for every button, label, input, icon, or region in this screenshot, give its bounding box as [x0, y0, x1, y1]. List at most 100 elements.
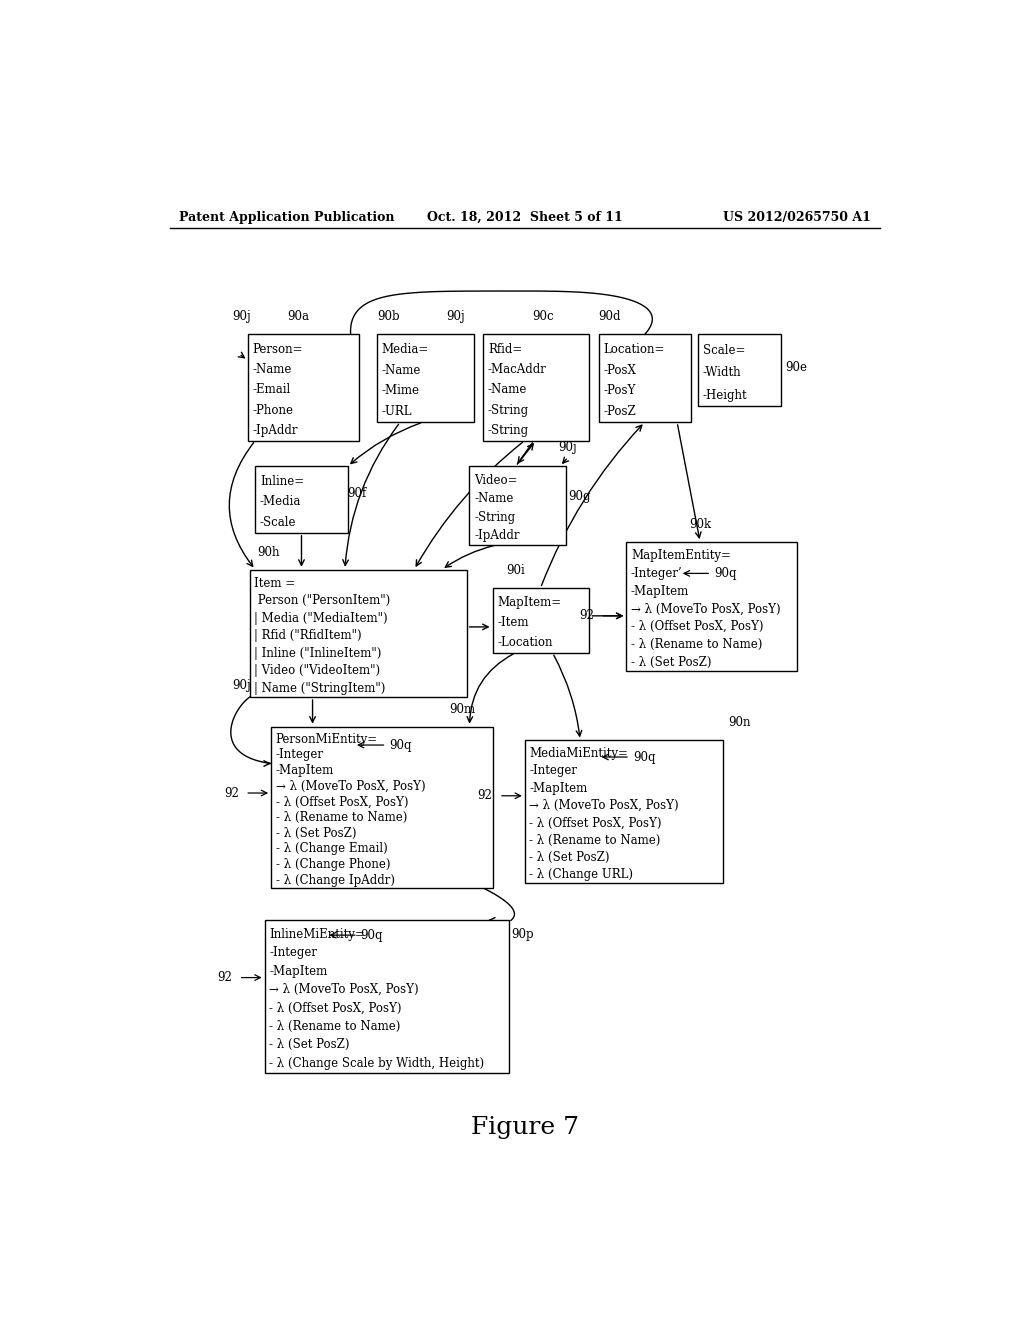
Text: MediaMiEntity=: MediaMiEntity= [529, 747, 629, 760]
Text: PersonMiEntity=: PersonMiEntity= [275, 733, 378, 746]
Text: -Integer: -Integer [269, 946, 317, 960]
Text: - λ (Rename to Name): - λ (Rename to Name) [529, 834, 660, 846]
Text: Scale=: Scale= [702, 343, 745, 356]
Text: 90a: 90a [288, 310, 309, 323]
Bar [599, 334, 691, 422]
Text: 90d: 90d [599, 310, 622, 323]
Text: -Phone: -Phone [253, 404, 294, 417]
Text: - λ (Set PosZ): - λ (Set PosZ) [631, 656, 712, 669]
Text: -Name: -Name [487, 383, 527, 396]
Text: 90q: 90q [389, 738, 412, 751]
Text: -PosX: -PosX [603, 363, 636, 376]
Text: -Height: -Height [702, 388, 748, 401]
Text: - λ (Change Scale by Width, Height): - λ (Change Scale by Width, Height) [269, 1057, 484, 1071]
Text: Item =: Item = [254, 577, 296, 590]
Text: -IpAddr: -IpAddr [253, 424, 298, 437]
Text: -PosZ: -PosZ [603, 405, 636, 418]
Text: - λ (Set PosZ): - λ (Set PosZ) [529, 851, 610, 865]
Text: 90q: 90q [714, 566, 736, 579]
Text: -Scale: -Scale [260, 516, 297, 529]
Bar [698, 334, 781, 407]
Text: -MapItem: -MapItem [275, 764, 334, 777]
Text: InlineMiEntity=: InlineMiEntity= [269, 928, 365, 941]
Text: -String: -String [487, 424, 529, 437]
Text: -Integer: -Integer [275, 748, 324, 762]
Text: - λ (Change Email): - λ (Change Email) [275, 842, 387, 855]
Text: → λ (MoveTo PosX, PosY): → λ (MoveTo PosX, PosY) [529, 799, 679, 812]
Text: - λ (Offset PosX, PosY): - λ (Offset PosX, PosY) [269, 1002, 401, 1015]
Text: -Integer: -Integer [529, 764, 578, 777]
Text: Media=: Media= [382, 343, 429, 356]
Text: -String: -String [487, 404, 529, 417]
Text: -Item: -Item [497, 616, 528, 630]
Text: Inline=: Inline= [260, 475, 304, 488]
Text: - λ (Offset PosX, PosY): - λ (Offset PosX, PosY) [529, 816, 662, 829]
Text: - λ (Change URL): - λ (Change URL) [529, 869, 634, 882]
Text: 92: 92 [224, 787, 239, 800]
Text: 90q: 90q [633, 751, 655, 763]
Bar [483, 334, 590, 441]
Text: - λ (Set PosZ): - λ (Set PosZ) [275, 826, 356, 840]
Text: Location=: Location= [603, 343, 665, 356]
Text: -Location: -Location [497, 636, 553, 649]
Text: -Name: -Name [474, 492, 513, 506]
Bar [377, 334, 474, 422]
Bar [250, 570, 467, 697]
Text: -Email: -Email [253, 383, 291, 396]
Text: 92: 92 [580, 610, 594, 622]
Text: -MapItem: -MapItem [529, 781, 588, 795]
Text: MapItem=: MapItem= [497, 597, 561, 610]
Text: Person ("PersonItem"): Person ("PersonItem") [254, 594, 391, 607]
Text: - λ (Rename to Name): - λ (Rename to Name) [275, 810, 407, 824]
Text: -String: -String [474, 511, 515, 524]
Text: 90p: 90p [511, 928, 534, 941]
Text: 90e: 90e [785, 362, 807, 374]
Text: - λ (Rename to Name): - λ (Rename to Name) [631, 638, 762, 651]
Text: | Media ("MediaItem"): | Media ("MediaItem") [254, 611, 388, 624]
Text: - λ (Set PosZ): - λ (Set PosZ) [269, 1039, 349, 1052]
Text: 90b: 90b [377, 310, 399, 323]
Text: -MacAddr: -MacAddr [487, 363, 547, 376]
Text: -MapItem: -MapItem [631, 585, 689, 598]
Text: Patent Application Publication: Patent Application Publication [179, 211, 394, 223]
Text: | Name ("StringItem"): | Name ("StringItem") [254, 682, 386, 694]
Bar [271, 726, 493, 888]
Text: Person=: Person= [253, 343, 303, 355]
Text: 90i: 90i [506, 564, 525, 577]
Text: 92: 92 [217, 972, 232, 985]
Text: MapItemEntity=: MapItemEntity= [631, 549, 731, 562]
Text: | Video ("VideoItem"): | Video ("VideoItem") [254, 664, 381, 677]
Text: 90k: 90k [689, 517, 712, 531]
Text: 90g: 90g [568, 490, 591, 503]
Bar [264, 920, 509, 1073]
Text: Video=: Video= [474, 474, 517, 487]
Text: → λ (MoveTo PosX, PosY): → λ (MoveTo PosX, PosY) [275, 780, 425, 792]
Bar [493, 589, 590, 653]
Text: 90q: 90q [360, 929, 383, 941]
Text: -Name: -Name [253, 363, 292, 376]
Text: -URL: -URL [382, 405, 413, 418]
Text: -IpAddr: -IpAddr [474, 529, 519, 543]
Bar [255, 466, 347, 533]
Bar [248, 334, 358, 441]
Text: → λ (MoveTo PosX, PosY): → λ (MoveTo PosX, PosY) [631, 602, 780, 615]
Text: | Rfid ("RfidItem"): | Rfid ("RfidItem") [254, 630, 362, 643]
Text: - λ (Offset PosX, PosY): - λ (Offset PosX, PosY) [275, 795, 409, 808]
Text: 90m: 90m [450, 702, 475, 715]
Text: → λ (MoveTo PosX, PosY): → λ (MoveTo PosX, PosY) [269, 983, 419, 997]
Text: 90j: 90j [232, 310, 251, 323]
Text: -Name: -Name [382, 363, 421, 376]
Text: 90j: 90j [232, 680, 251, 693]
Bar [469, 466, 566, 545]
Text: 90j: 90j [558, 441, 577, 454]
Text: - λ (Change Phone): - λ (Change Phone) [275, 858, 390, 871]
Text: Rfid=: Rfid= [487, 343, 522, 355]
Text: - λ (Change IpAddr): - λ (Change IpAddr) [275, 874, 394, 887]
Text: 90c: 90c [532, 310, 554, 323]
Text: -MapItem: -MapItem [269, 965, 328, 978]
Text: 90j: 90j [446, 310, 465, 323]
Text: 90f: 90f [347, 487, 367, 500]
Text: 90n: 90n [728, 717, 751, 730]
Text: -Width: -Width [702, 366, 741, 379]
Text: -PosY: -PosY [603, 384, 636, 397]
